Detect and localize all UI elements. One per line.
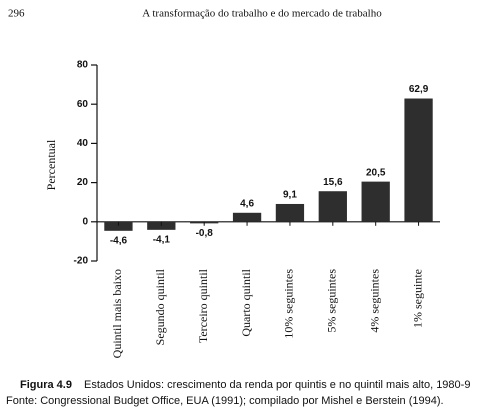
y-axis-title: Percentual (44, 139, 58, 190)
bar (232, 212, 262, 222)
bar (318, 191, 347, 222)
x-tick-label: Segundo quintil (153, 268, 167, 345)
x-tick-label: Terceiro quintil (196, 268, 210, 343)
running-title: A transformação do trabalho e do mercado… (142, 8, 382, 20)
bar (147, 221, 176, 230)
y-tick-label: 80 (77, 60, 89, 71)
value-label: 20,5 (366, 167, 386, 178)
value-label: 62,9 (409, 84, 429, 95)
value-label: 9,1 (283, 190, 297, 201)
x-tick-label: 10% seguintes (282, 269, 296, 339)
y-tick-label: -20 (74, 256, 89, 267)
x-tick-label: Quarto quintil (239, 268, 253, 336)
x-tick-label: Quintil mais baixo (110, 269, 124, 358)
bar (404, 98, 433, 222)
y-tick-label: 0 (82, 216, 88, 227)
caption-source: Fonte: Congressional Budget Office, EUA … (6, 395, 444, 407)
bar (361, 181, 390, 222)
x-tick-label: 5% seguintes (325, 269, 339, 333)
caption-text: Estados Unidos: crescimento da renda por… (84, 379, 470, 391)
value-label: -4,6 (110, 235, 128, 246)
value-label: 15,6 (323, 177, 343, 188)
y-tick-label: 60 (77, 99, 89, 110)
value-label: -0,8 (196, 228, 214, 239)
caption-label: Figura 4.9 (20, 379, 72, 391)
x-tick-label: 1% seguinte (410, 269, 424, 328)
y-tick-label: 40 (77, 138, 89, 149)
value-label: 4,6 (240, 198, 254, 209)
x-tick-label: 4% seguintes (367, 269, 381, 333)
bar (104, 221, 133, 231)
y-tick-label: 20 (77, 177, 89, 188)
page-number: 296 (8, 8, 25, 20)
value-label: -4,1 (153, 234, 171, 245)
bar (275, 203, 305, 222)
